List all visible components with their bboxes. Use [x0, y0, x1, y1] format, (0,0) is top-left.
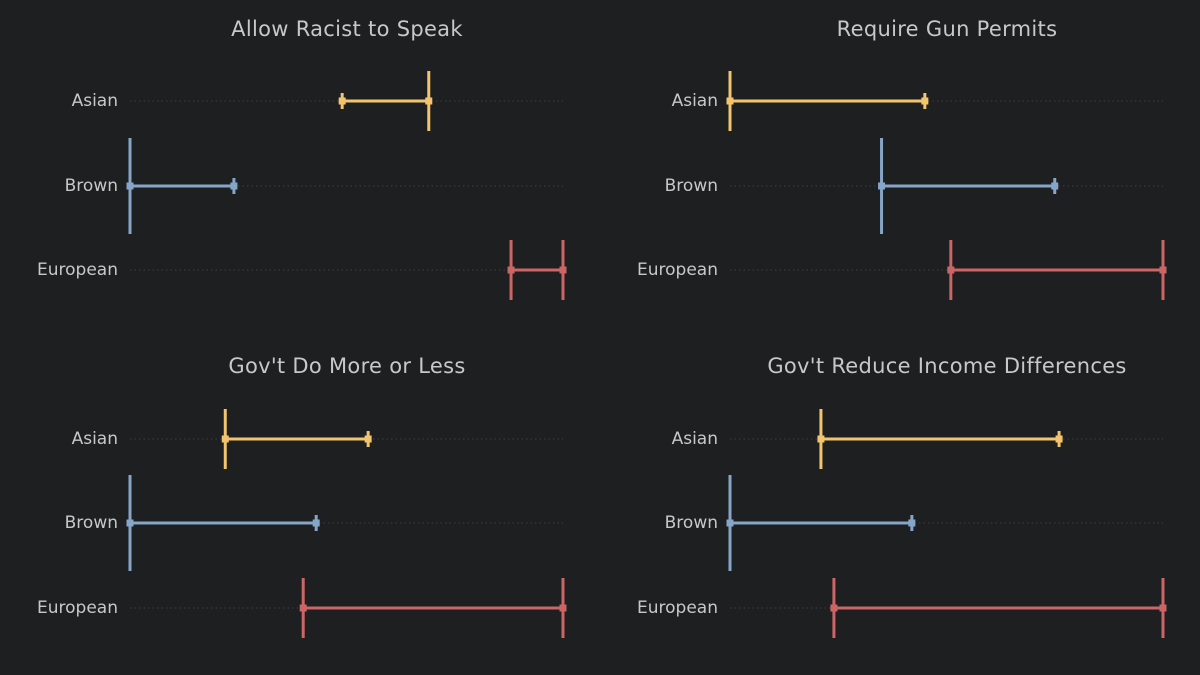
- low-marker: [726, 519, 734, 527]
- high-marker: [921, 97, 929, 105]
- category-label-asian: Asian: [672, 429, 718, 449]
- high-marker: [1159, 266, 1167, 274]
- panel-title: Gov't Do More or Less: [228, 354, 465, 378]
- range-brown: [726, 475, 916, 571]
- high-marker: [559, 266, 567, 274]
- high-marker: [908, 519, 916, 527]
- panel-gov-t-do-more-or-less: Gov't Do More or Less Asian Brown European: [37, 354, 567, 638]
- low-marker: [299, 604, 307, 612]
- category-label-european: European: [637, 598, 718, 618]
- low-marker: [126, 519, 134, 527]
- range-european: [507, 240, 567, 300]
- low-marker: [878, 182, 886, 190]
- range-brown: [878, 138, 1059, 234]
- category-label-asian: Asian: [72, 91, 118, 111]
- range-european: [947, 240, 1167, 300]
- high-marker: [230, 182, 238, 190]
- category-label-european: European: [637, 260, 718, 280]
- high-marker: [425, 97, 433, 105]
- range-european: [830, 578, 1167, 638]
- panel-allow-racist-to-speak: Allow Racist to Speak Asian Brown European: [37, 17, 567, 300]
- high-marker: [559, 604, 567, 612]
- low-marker: [830, 604, 838, 612]
- high-marker: [312, 519, 320, 527]
- range-european: [299, 578, 567, 638]
- low-marker: [126, 182, 134, 190]
- low-marker: [947, 266, 955, 274]
- category-label-brown: Brown: [65, 176, 118, 196]
- category-label-european: European: [37, 598, 118, 618]
- range-asian: [726, 71, 929, 131]
- category-label-asian: Asian: [72, 429, 118, 449]
- high-marker: [1159, 604, 1167, 612]
- low-marker: [817, 435, 825, 443]
- category-label-asian: Asian: [672, 91, 718, 111]
- panel-gov-t-reduce-income-differences: Gov't Reduce Income Differences Asian Brow…: [637, 354, 1167, 638]
- range-asian: [338, 71, 433, 131]
- range-asian: [221, 409, 372, 469]
- panel-title: Require Gun Permits: [837, 17, 1058, 41]
- range-asian: [817, 409, 1063, 469]
- range-brown: [126, 138, 238, 234]
- low-marker: [507, 266, 515, 274]
- low-marker: [338, 97, 346, 105]
- panel-require-gun-permits: Require Gun Permits Asian Brown European: [637, 17, 1167, 300]
- low-marker: [221, 435, 229, 443]
- category-label-european: European: [37, 260, 118, 280]
- range-brown: [126, 475, 320, 571]
- panel-title: Allow Racist to Speak: [231, 17, 463, 41]
- panel-title: Gov't Reduce Income Differences: [767, 354, 1126, 378]
- category-label-brown: Brown: [665, 176, 718, 196]
- high-marker: [1055, 435, 1063, 443]
- high-marker: [364, 435, 372, 443]
- low-marker: [726, 97, 734, 105]
- category-label-brown: Brown: [665, 513, 718, 533]
- high-marker: [1051, 182, 1059, 190]
- category-label-brown: Brown: [65, 513, 118, 533]
